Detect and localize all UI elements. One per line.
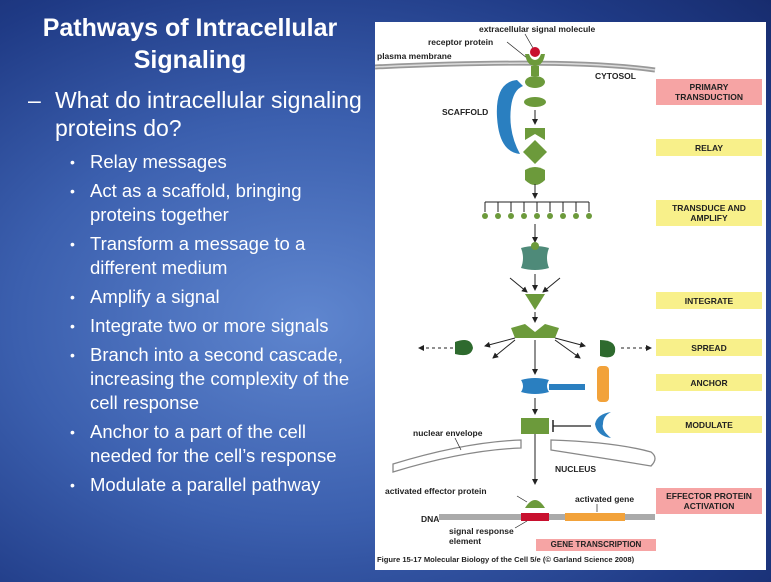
step-integrate: INTEGRATE: [656, 292, 762, 309]
function-item: • Anchor to a part of the cell needed for…: [70, 420, 368, 468]
anchoring-protein: [521, 378, 549, 394]
step-primary-transduction: PRIMARY TRANSDUCTION: [656, 79, 762, 105]
function-item: • Amplify a signal: [70, 285, 368, 309]
activated-gene: [565, 513, 625, 521]
bullet-icon: •: [70, 318, 75, 334]
bullet-icon: •: [70, 347, 75, 363]
label-activated-gene: activated gene: [575, 494, 634, 504]
step-transduce-amplify: TRANSDUCE AND AMPLIFY: [656, 200, 762, 226]
function-text: Relay messages: [90, 151, 227, 172]
plasma-membrane-inner: [375, 62, 656, 71]
slide-title-line2: Signaling: [133, 46, 247, 74]
bullet-icon: •: [70, 154, 75, 170]
function-item: • Modulate a parallel pathway: [70, 473, 368, 497]
relay-protein: [525, 167, 545, 185]
arrow: [492, 339, 516, 359]
step-effector-activation: EFFECTOR PROTEIN ACTIVATION: [656, 488, 762, 514]
receptor-base: [525, 76, 545, 88]
function-item: • Relay messages: [70, 150, 368, 174]
function-list: • Relay messages • Act as a scaffold, brin…: [70, 150, 368, 497]
pathway-figure: extracellular signal molecule receptor p…: [375, 22, 766, 570]
slide-title-line1: Pathways of Intracellular: [42, 14, 338, 42]
relay-protein: [523, 140, 547, 164]
slide-title: Pathways of Intracellular Signaling: [20, 12, 360, 76]
function-text: Modulate a parallel pathway: [90, 474, 321, 495]
pointer-line: [514, 520, 528, 529]
signal-response-element: [521, 513, 549, 521]
receptor-protein: [525, 54, 545, 66]
figure-caption: Figure 15-17 Molecular Biology of the Ce…: [377, 555, 635, 564]
function-item: • Transform a message to a different medi…: [70, 232, 368, 280]
pointer-line: [506, 41, 528, 59]
bullet-icon: •: [70, 477, 75, 493]
function-text: Branch into a second cascade, increasing…: [90, 344, 350, 413]
label-signal-response: signal response: [449, 526, 514, 536]
relay-protein: [524, 97, 546, 107]
label-nucleus: NUCLEUS: [555, 464, 596, 474]
function-item: • Branch into a second cascade, increasin…: [70, 343, 368, 415]
branch-protein-left: [455, 340, 473, 356]
nuclear-envelope-left: [392, 439, 522, 473]
relay-protein: [525, 128, 545, 140]
function-item: • Act as a scaffold, bringing proteins to…: [70, 179, 368, 227]
pathway-diagram: extracellular signal molecule receptor p…: [375, 24, 656, 546]
step-anchor: ANCHOR: [656, 374, 762, 391]
step-spread: SPREAD: [656, 339, 762, 356]
spreading-protein: [511, 324, 559, 338]
modulated-protein: [521, 418, 549, 434]
bullet-icon: •: [70, 183, 75, 199]
function-text: Transform a message to a different mediu…: [90, 233, 306, 278]
effector-protein: [525, 500, 545, 508]
arrow: [554, 337, 586, 348]
bullet-icon: •: [70, 424, 75, 440]
label-extracellular-signal: extracellular signal molecule: [479, 24, 595, 34]
anchor-site: [597, 366, 609, 402]
gene-transcription-label: GENE TRANSCRIPTION: [536, 539, 656, 551]
step-relay: RELAY: [656, 139, 762, 156]
label-scaffold: SCAFFOLD: [442, 107, 488, 117]
dash-glyph: –: [28, 87, 41, 113]
integrating-protein: [521, 246, 549, 270]
arrow: [509, 277, 528, 293]
scaffold-protein: [496, 80, 523, 154]
function-text: Amplify a signal: [90, 286, 220, 307]
function-text: Anchor to a part of the cell needed for …: [90, 421, 337, 466]
arrow: [542, 277, 561, 293]
nuclear-envelope-right: [550, 439, 656, 467]
function-text: Act as a scaffold, bringing proteins tog…: [90, 180, 302, 225]
question-text: What do intracellular signaling proteins…: [55, 87, 362, 141]
receptor-stem: [531, 66, 539, 76]
bullet-list: – What do intracellular signaling protei…: [28, 86, 368, 502]
signal-molecule: [530, 47, 540, 57]
integrating-protein-cap: [531, 242, 539, 250]
label-activated-effector: activated effector protein: [385, 486, 487, 496]
anchor-arm: [549, 384, 585, 390]
function-text: Integrate two or more signals: [90, 315, 329, 336]
arrow: [484, 337, 516, 348]
integrated-protein: [525, 294, 545, 310]
question: – What do intracellular signaling protei…: [28, 86, 368, 142]
branch-protein-right: [600, 340, 616, 358]
modulator-protein: [595, 412, 611, 438]
label-dna: DNA: [421, 514, 439, 524]
amplified-products: [482, 202, 592, 219]
step-modulate: MODULATE: [656, 416, 762, 433]
arrow: [554, 339, 581, 359]
label-plasma-membrane: plasma membrane: [377, 51, 452, 61]
pointer-line: [516, 495, 528, 503]
pointer-line: [454, 437, 462, 451]
bullet-icon: •: [70, 289, 75, 305]
label-element: element: [449, 536, 481, 546]
label-receptor-protein: receptor protein: [428, 37, 493, 47]
label-cytosol: CYTOSOL: [595, 71, 636, 81]
function-item: • Integrate two or more signals: [70, 314, 368, 338]
label-nuclear-envelope: nuclear envelope: [413, 428, 483, 438]
pointer-line: [524, 33, 534, 49]
bullet-icon: •: [70, 236, 75, 252]
plasma-membrane: [375, 60, 656, 73]
